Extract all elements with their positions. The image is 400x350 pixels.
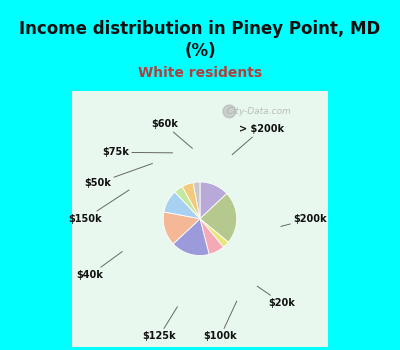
Text: $125k: $125k xyxy=(142,307,178,341)
Wedge shape xyxy=(200,182,227,219)
Text: White residents: White residents xyxy=(138,66,262,80)
Wedge shape xyxy=(193,182,200,219)
Text: Income distribution in Piney Point, MD
(%): Income distribution in Piney Point, MD (… xyxy=(19,20,381,60)
FancyBboxPatch shape xyxy=(67,86,333,350)
Circle shape xyxy=(223,105,236,118)
Text: > $200k: > $200k xyxy=(232,124,284,155)
Wedge shape xyxy=(200,219,228,247)
Wedge shape xyxy=(173,219,209,256)
Wedge shape xyxy=(200,194,237,242)
Text: $75k: $75k xyxy=(102,147,172,157)
Text: $40k: $40k xyxy=(77,252,122,280)
Wedge shape xyxy=(163,212,200,244)
Text: $20k: $20k xyxy=(257,286,295,308)
Text: $60k: $60k xyxy=(151,119,192,148)
Text: $100k: $100k xyxy=(204,301,237,341)
Text: City-Data.com: City-Data.com xyxy=(221,107,291,116)
Wedge shape xyxy=(164,192,200,219)
Wedge shape xyxy=(175,187,200,219)
Wedge shape xyxy=(182,183,200,219)
Text: $200k: $200k xyxy=(281,214,327,226)
Text: $150k: $150k xyxy=(68,190,129,224)
Text: $50k: $50k xyxy=(84,163,152,188)
Wedge shape xyxy=(200,219,224,254)
